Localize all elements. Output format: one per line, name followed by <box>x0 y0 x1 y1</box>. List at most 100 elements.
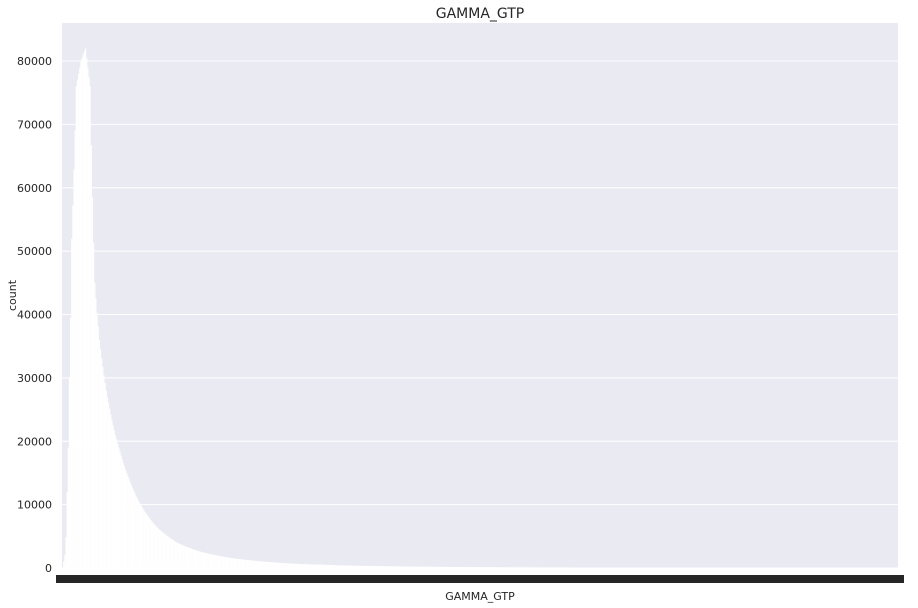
histogram-bar <box>374 566 376 568</box>
histogram-bar <box>268 561 270 568</box>
histogram-bar <box>372 566 374 568</box>
histogram-bar <box>198 551 200 568</box>
histogram-bar <box>397 566 399 568</box>
histogram-bar <box>210 554 213 568</box>
histogram-bar <box>130 484 133 568</box>
histogram-bar <box>158 528 160 568</box>
histogram-bar <box>79 67 81 568</box>
histogram-bar <box>497 567 499 568</box>
histogram-bar <box>355 565 357 568</box>
histogram-bar <box>214 555 216 568</box>
histogram-bar <box>360 565 363 568</box>
histogram-bar <box>478 567 481 568</box>
histogram-bar <box>78 73 80 569</box>
histogram-bar <box>159 530 161 568</box>
histogram-bar <box>273 562 276 568</box>
histogram-bar <box>249 560 252 568</box>
histogram-bar <box>496 567 498 568</box>
histogram-bar <box>225 557 228 568</box>
histogram-bar <box>112 424 114 568</box>
histogram-bar <box>458 567 460 568</box>
histogram-bar <box>312 564 315 568</box>
histogram-bar <box>428 566 430 568</box>
histogram-bar <box>252 560 254 568</box>
histogram-bar <box>394 566 396 568</box>
histogram-bar <box>116 443 119 568</box>
histogram-bar <box>477 567 480 568</box>
histogram-bar <box>546 567 548 568</box>
histogram-bar <box>167 536 169 568</box>
histogram-bar <box>386 566 388 568</box>
histogram-bar <box>333 565 335 568</box>
histogram-bar <box>499 567 501 568</box>
histogram-bar <box>105 390 107 568</box>
histogram-bar <box>453 566 455 568</box>
histogram-bar <box>107 402 110 568</box>
histogram-bar <box>482 567 484 568</box>
histogram-bar <box>206 553 208 568</box>
histogram-bar <box>379 566 381 568</box>
histogram-bar <box>292 563 294 568</box>
histogram-bar <box>260 561 262 568</box>
histogram-bar <box>437 566 439 568</box>
histogram-bar <box>294 563 296 568</box>
histogram-bar <box>70 317 72 568</box>
histogram-bar <box>118 447 120 568</box>
histogram-bar <box>317 564 319 568</box>
histogram-bar <box>476 567 478 568</box>
histogram-bar <box>308 564 310 568</box>
histogram-bar <box>350 565 352 568</box>
histogram-bar <box>502 567 505 568</box>
histogram-bar <box>106 396 108 568</box>
histogram-bar <box>373 566 375 568</box>
histogram-bar <box>339 565 341 568</box>
histogram-bar <box>257 561 260 568</box>
histogram-bar <box>297 563 300 568</box>
histogram-bar <box>571 567 573 568</box>
histogram-bar <box>67 447 70 568</box>
histogram-bar <box>430 566 433 568</box>
histogram-bar <box>135 495 137 568</box>
histogram-bar <box>315 564 317 568</box>
histogram-bar <box>475 567 477 568</box>
histogram-bar <box>63 561 65 568</box>
histogram-bar <box>530 567 532 568</box>
histogram-bar <box>212 554 214 568</box>
histogram-bar <box>346 565 348 568</box>
histogram-bar <box>465 567 467 568</box>
histogram-bar <box>563 567 565 568</box>
histogram-bar <box>133 490 135 568</box>
histogram-bar <box>417 566 419 568</box>
histogram-bar <box>442 566 444 568</box>
histogram-bar <box>415 566 418 568</box>
histogram-bar <box>288 563 291 568</box>
histogram-bar <box>573 567 576 568</box>
histogram-bar <box>145 513 147 568</box>
histogram-bar <box>365 565 367 568</box>
histogram-bar <box>344 565 347 568</box>
histogram-bar <box>134 492 136 568</box>
histogram-bar <box>264 561 266 568</box>
histogram-bar <box>193 549 195 568</box>
histogram-bar <box>295 563 297 568</box>
histogram-bar <box>512 567 514 568</box>
histogram-bar <box>81 57 83 568</box>
histogram-bar <box>94 282 96 568</box>
histogram-bar <box>325 564 327 568</box>
histogram-bar <box>568 567 570 568</box>
histogram-bar <box>208 553 210 568</box>
histogram-bar <box>187 547 190 568</box>
histogram-bar <box>532 567 534 568</box>
histogram-bar <box>383 566 386 568</box>
histogram-bar <box>557 567 560 568</box>
histogram-bar <box>520 567 522 568</box>
histogram-bar <box>347 565 349 568</box>
histogram-bar <box>366 565 368 568</box>
histogram-bar <box>444 566 446 568</box>
histogram-bar <box>337 565 340 568</box>
histogram-bar <box>296 563 299 568</box>
histogram-bar <box>281 562 284 568</box>
histogram-bar <box>468 567 470 568</box>
histogram-bar <box>97 326 99 568</box>
